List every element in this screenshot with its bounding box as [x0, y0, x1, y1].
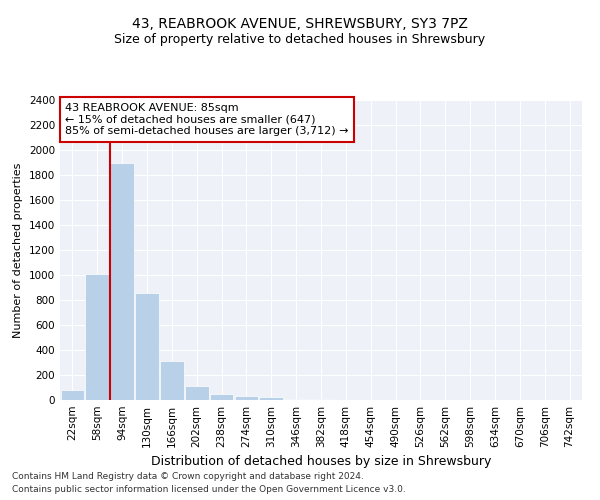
Bar	[284, 399, 308, 400]
Text: Size of property relative to detached houses in Shrewsbury: Size of property relative to detached ho…	[115, 32, 485, 46]
Bar	[235, 396, 258, 400]
X-axis label: Distribution of detached houses by size in Shrewsbury: Distribution of detached houses by size …	[151, 456, 491, 468]
Y-axis label: Number of detached properties: Number of detached properties	[13, 162, 23, 338]
Text: 43, REABROOK AVENUE, SHREWSBURY, SY3 7PZ: 43, REABROOK AVENUE, SHREWSBURY, SY3 7PZ	[132, 18, 468, 32]
Bar	[309, 399, 333, 400]
Text: Contains public sector information licensed under the Open Government Licence v3: Contains public sector information licen…	[12, 485, 406, 494]
Bar	[110, 162, 134, 400]
Bar	[210, 394, 233, 400]
Bar	[259, 397, 283, 400]
Text: 43 REABROOK AVENUE: 85sqm
← 15% of detached houses are smaller (647)
85% of semi: 43 REABROOK AVENUE: 85sqm ← 15% of detac…	[65, 103, 349, 136]
Bar	[160, 361, 184, 400]
Bar	[135, 292, 159, 400]
Bar	[85, 274, 109, 400]
Bar	[61, 390, 84, 400]
Text: Contains HM Land Registry data © Crown copyright and database right 2024.: Contains HM Land Registry data © Crown c…	[12, 472, 364, 481]
Bar	[185, 386, 209, 400]
